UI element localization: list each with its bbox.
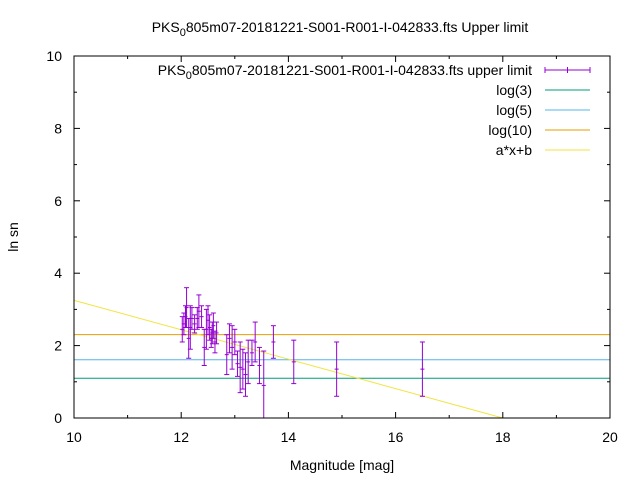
data-point [419,341,425,397]
y-tick-label: 8 [54,120,62,136]
fit-line [73,299,503,419]
data-point [249,339,255,367]
x-tick-label: 18 [495,429,511,445]
y-tick-label: 2 [54,338,62,354]
data-point [189,307,195,330]
chart-title-rest: 805m07-20181221-S001-R001-I-042833.fts U… [186,19,529,35]
legend-label-log5: log(5) [496,102,532,118]
x-tick-label: 14 [281,429,297,445]
data-layer [73,287,610,419]
data-point [256,346,262,385]
legend-label-prefix: PKS [158,62,186,78]
legend-label-log10: log(10) [488,122,532,138]
data-point [192,314,198,334]
data-point [214,321,220,345]
data-point [237,341,243,394]
data-point [224,334,230,376]
data-point [240,348,246,390]
y-tick-label: 4 [54,265,62,281]
legend-label-subscript: 0 [186,70,192,82]
x-axis-label: Magnitude [mag] [290,457,394,473]
y-tick-label: 10 [46,48,62,64]
y-tick-label: 0 [54,410,62,426]
x-axis: 10 12 14 16 18 20 [66,56,618,445]
chart-title-subscript: 0 [180,27,186,39]
y-axis-label: ln sn [5,222,21,252]
data-point [234,350,240,377]
data-point [199,305,205,328]
data-point [232,328,238,356]
data-point [291,339,297,385]
x-tick-label: 20 [602,429,618,445]
x-tick-label: 12 [173,429,189,445]
legend-label-rest: 805m07-20181221-S001-R001-I-042833.fts u… [192,62,532,78]
legend-label-points: PKS0805m07-20181221-S001-R001-I-042833.f… [158,62,532,82]
data-point [210,312,216,339]
data-point [334,341,340,397]
legend-label-log3: log(3) [496,82,532,98]
data-point [243,352,249,397]
data-point [229,325,235,370]
y-tick-label: 6 [54,193,62,209]
x-tick-label: 10 [66,429,82,445]
legend: PKS0805m07-20181221-S001-R001-I-042833.f… [158,62,591,158]
legend-label-fit: a*x+b [496,142,532,158]
x-tick-label: 16 [388,429,404,445]
data-point [270,325,276,359]
chart-title: PKS0805m07-20181221-S001-R001-I-042833.f… [152,19,529,39]
data-point [203,308,209,350]
data-point [252,321,258,363]
chart-title-prefix: PKS [152,19,180,35]
y-axis: 0 2 4 6 8 10 [46,48,610,426]
data-point [226,323,232,354]
